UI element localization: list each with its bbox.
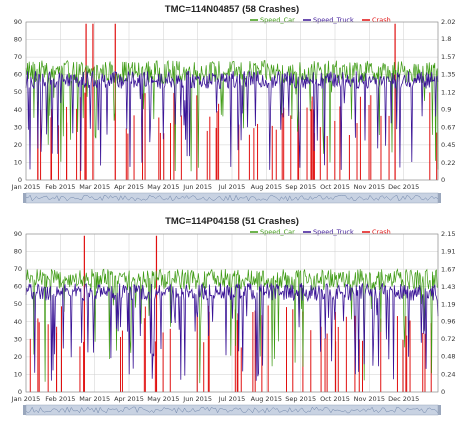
navigator-handle-left[interactable] (23, 193, 26, 203)
x-tick-label: Mar 2015 (79, 395, 110, 403)
y-right-tick-label: 0.72 (441, 335, 455, 343)
series-speed-car (25, 268, 439, 384)
x-tick-label: Feb 2015 (45, 183, 75, 191)
x-tick-label: Nov 2015 (354, 395, 385, 403)
chart-svg-1: TMC=114N04857 (58 Crashes)Speed_Car Speed… (11, 4, 455, 204)
y-right-tick-label: 1.35 (441, 70, 455, 78)
y-right-tick-label: 0.24 (441, 370, 455, 378)
navigator-preview (25, 406, 439, 414)
y-right-tick-label: 0.48 (441, 353, 455, 361)
y-left-tick-label: 0 (18, 176, 22, 184)
y-right-tick-label: 1.67 (441, 265, 455, 273)
x-tick-label: Jun 2015 (182, 183, 212, 191)
legend-label-speed-car: Speed_Car (260, 16, 295, 24)
navigator-handle-right[interactable] (438, 193, 441, 203)
chart-title: TMC=114N04857 (58 Crashes) (165, 4, 299, 15)
x-tick-label: May 2015 (147, 395, 179, 403)
legend-label-speed-truck: Speed_Truck (313, 16, 354, 24)
y-left-tick-label: 40 (14, 318, 22, 326)
y-right-tick-label: 2.15 (441, 230, 455, 238)
y-right-tick-label: 0.22 (441, 159, 455, 167)
y-right-tick-label: 1.8 (441, 35, 451, 43)
x-tick-label: Jun 2015 (182, 395, 212, 403)
x-tick-label: Sep 2015 (285, 395, 316, 403)
x-tick-label: Nov 2015 (354, 183, 385, 191)
x-tick-label: Dec 2015 (388, 395, 419, 403)
x-tick-label: Dec 2015 (388, 183, 419, 191)
y-right-tick-label: 2.02 (441, 18, 455, 26)
x-tick-label: Apr 2015 (114, 183, 144, 191)
y-right-tick-label: 0 (441, 176, 445, 184)
x-tick-label: Jul 2015 (218, 395, 245, 403)
y-left-tick-label: 70 (14, 265, 22, 273)
chart-panel-1: TMC=114N04857 (58 Crashes) Speed_Car Speed… (11, 4, 455, 204)
x-tick-label: Mar 2015 (79, 183, 110, 191)
series-crash (29, 235, 432, 392)
y-left-tick-label: 70 (14, 53, 22, 61)
navigator-preview (25, 194, 439, 202)
y-left-tick-label: 0 (18, 388, 22, 396)
x-tick-label: Sep 2015 (285, 183, 316, 191)
chart-title: TMC=114P04158 (51 Crashes) (165, 216, 299, 227)
chart-panel-2: TMC=114P04158 (51 Crashes) Speed_Car Speed… (0, 212, 474, 424)
y-right-tick-label: 0.96 (441, 317, 455, 325)
y-left-tick-label: 90 (14, 18, 22, 26)
y-left-tick-label: 10 (14, 158, 22, 166)
y-right-tick-label: 0 (441, 388, 445, 396)
y-left-tick-label: 50 (14, 300, 22, 308)
x-tick-label: Oct 2015 (320, 395, 350, 403)
y-right-tick-label: 1.19 (441, 301, 455, 309)
legend-label-crash: Crash (372, 16, 391, 24)
x-tick-label: Oct 2015 (320, 183, 350, 191)
x-tick-label: Jan 2015 (11, 395, 41, 403)
y-left-tick-label: 20 (14, 141, 22, 149)
y-left-tick-label: 20 (14, 353, 22, 361)
y-left-tick-label: 80 (14, 36, 22, 44)
y-right-tick-label: 1.43 (441, 283, 455, 291)
legend-label-speed-truck: Speed_Truck (313, 228, 354, 236)
navigator-handle-right[interactable] (438, 405, 441, 415)
plot-frame (25, 233, 439, 393)
y-right-tick-label: 0.67 (441, 124, 455, 132)
y-left-tick-label: 60 (14, 71, 22, 79)
x-tick-label: Jan 2015 (11, 183, 41, 191)
series-speed-car (25, 59, 439, 172)
x-tick-label: Aug 2015 (251, 395, 282, 403)
x-tick-label: Jul 2015 (218, 183, 245, 191)
range-navigator[interactable] (23, 192, 441, 204)
y-left-tick-label: 40 (14, 106, 22, 114)
y-left-tick-label: 50 (14, 88, 22, 96)
navigator-handle-left[interactable] (23, 405, 26, 415)
y-left-tick-label: 60 (14, 283, 22, 291)
series-speed-truck (25, 283, 439, 381)
series-speed-truck (25, 70, 439, 172)
legend-label-speed-car: Speed_Car (260, 228, 295, 236)
y-left-tick-label: 30 (14, 123, 22, 131)
y-left-tick-label: 90 (14, 230, 22, 238)
x-tick-label: Aug 2015 (251, 183, 282, 191)
y-left-tick-label: 10 (14, 370, 22, 378)
y-right-tick-label: 0.45 (441, 141, 455, 149)
x-tick-label: Apr 2015 (114, 395, 144, 403)
chart-svg-2: TMC=114P04158 (51 Crashes)Speed_Car Speed… (11, 216, 455, 416)
legend-label-crash: Crash (372, 228, 391, 236)
y-right-tick-label: 1.57 (441, 53, 455, 61)
plot-frame (25, 21, 439, 181)
y-left-tick-label: 30 (14, 335, 22, 343)
y-right-tick-label: 0.9 (441, 106, 451, 114)
x-tick-label: May 2015 (147, 183, 179, 191)
x-tick-label: Feb 2015 (45, 395, 75, 403)
y-right-tick-label: 1.91 (441, 248, 455, 256)
grid (25, 21, 439, 181)
range-navigator[interactable] (23, 404, 441, 416)
y-right-tick-label: 1.12 (441, 88, 455, 96)
y-left-tick-label: 80 (14, 248, 22, 256)
